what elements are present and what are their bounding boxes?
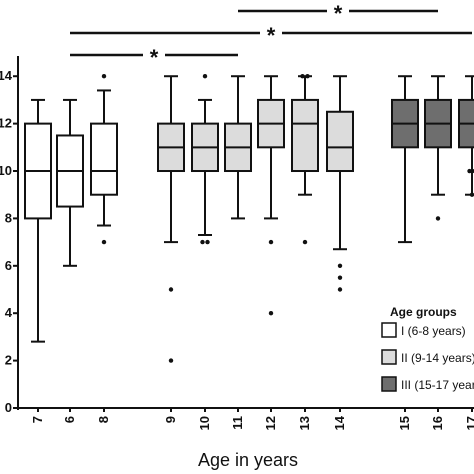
legend-swatch (381, 349, 397, 365)
x-axis-label: Age in years (198, 450, 298, 470)
x-tick-label: 11 (230, 416, 245, 430)
box-16: 16 (424, 75, 452, 430)
significance-bracket: * (238, 1, 438, 26)
legend: Age groups I (6-8 years) II (9-14 years) II… (381, 305, 474, 392)
y-tick-label: 2 (5, 353, 12, 368)
outlier-point (101, 239, 107, 245)
box-11: 11 (224, 75, 252, 430)
box-15: 15 (391, 75, 419, 430)
significance-star: * (267, 23, 276, 48)
significance-star: * (334, 1, 343, 26)
outlier-point (469, 192, 474, 197)
box-plot-series: 7 6 8 9 10 11 12 13 14 15 16 17 (24, 74, 474, 430)
outlier-point (101, 74, 107, 79)
x-tick-label: 7 (30, 416, 45, 423)
y-tick-label: 6 (5, 258, 12, 273)
axes: 0 2 4 6 8 10 12 14 (0, 56, 474, 415)
y-tick-label: 4 (5, 305, 13, 320)
outlier-point (337, 287, 343, 292)
box-iqr (326, 110, 354, 173)
box-6: 6 (56, 98, 84, 423)
x-tick-label: 13 (297, 416, 312, 430)
outlier-point (302, 239, 308, 245)
box-7: 7 (24, 98, 52, 423)
outlier-point (168, 287, 174, 292)
outlier-point (168, 358, 174, 363)
significance-brackets: * * * (70, 1, 472, 70)
legend-title: Age groups (390, 305, 457, 319)
outlier-point (205, 239, 210, 245)
legend-item-label: II (9-14 years) (401, 351, 474, 365)
outlier-point (300, 74, 305, 79)
x-tick-label: 14 (332, 415, 347, 430)
x-tick-label: 12 (263, 416, 278, 430)
x-tick-label: 17 (464, 416, 474, 430)
box-12: 12 (257, 75, 285, 430)
outlier-point (337, 263, 343, 269)
outlier-point (200, 239, 205, 245)
x-tick-label: 10 (197, 416, 212, 430)
box-13: 13 (291, 74, 319, 430)
legend-item-label: III (15-17 years) (401, 378, 474, 392)
x-tick-label: 15 (397, 416, 412, 430)
x-tick-label: 9 (163, 416, 178, 423)
legend-swatch (381, 376, 397, 392)
significance-bracket: * (70, 23, 472, 48)
box-iqr (291, 98, 319, 173)
outlier-point (202, 74, 208, 79)
outlier-point (337, 275, 343, 280)
box-8: 8 (90, 74, 118, 423)
outlier-point (467, 168, 472, 174)
box-14: 14 (326, 75, 354, 430)
significance-star: * (150, 45, 159, 70)
outlier-point (268, 311, 274, 316)
outlier-point (268, 239, 274, 245)
x-tick-label: 16 (430, 416, 445, 430)
box-10: 10 (191, 74, 219, 430)
box-9: 9 (157, 75, 185, 423)
y-tick-label: 14 (0, 68, 13, 83)
y-tick-label: 0 (5, 400, 12, 415)
y-tick-label: 10 (0, 163, 12, 178)
significance-bracket: * (70, 45, 238, 70)
outlier-point (305, 74, 310, 79)
x-tick-label: 6 (62, 416, 77, 423)
y-tick-label: 8 (5, 210, 12, 225)
y-tick-label: 12 (0, 116, 12, 131)
legend-swatch (381, 322, 397, 338)
outlier-point (435, 216, 441, 221)
x-tick-label: 8 (96, 416, 111, 423)
box-iqr (90, 122, 118, 196)
legend-item-label: I (6-8 years) (401, 324, 466, 338)
